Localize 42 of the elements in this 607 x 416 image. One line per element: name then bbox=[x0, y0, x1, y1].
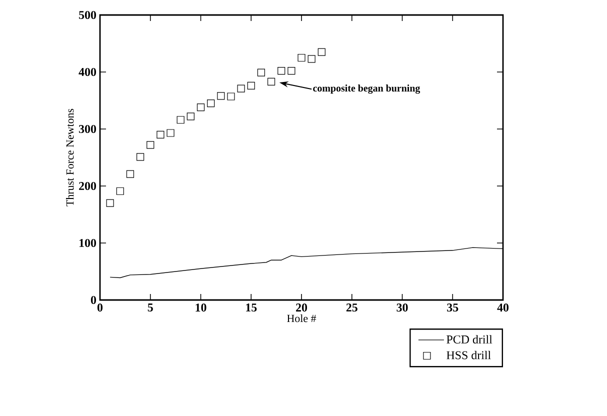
x-tick-label: 30 bbox=[396, 304, 408, 312]
point bbox=[257, 68, 266, 76]
y-tick-label: 400 bbox=[78, 68, 96, 76]
point bbox=[166, 129, 174, 137]
x-tick-label: 15 bbox=[246, 304, 257, 312]
point bbox=[267, 78, 276, 86]
point bbox=[156, 130, 164, 138]
point bbox=[237, 84, 245, 92]
x-tick-label: 20 bbox=[296, 304, 308, 312]
point bbox=[136, 153, 144, 161]
x-tick-label: 5 bbox=[148, 304, 153, 312]
point bbox=[176, 116, 184, 124]
y-tick-label: 100 bbox=[80, 238, 96, 248]
point bbox=[106, 199, 114, 207]
x-axis-title: Hole # bbox=[287, 314, 316, 322]
point bbox=[217, 92, 225, 100]
x-tick-label: 25 bbox=[346, 304, 358, 312]
point bbox=[116, 187, 124, 195]
x-tick-label: 10 bbox=[196, 304, 206, 312]
point bbox=[146, 141, 154, 149]
y-tick-label: 0 bbox=[90, 296, 96, 304]
point bbox=[298, 54, 306, 62]
y-tick-label: 300 bbox=[79, 124, 96, 134]
point bbox=[247, 82, 255, 90]
point bbox=[196, 104, 205, 112]
legend-label: HSS drill bbox=[446, 350, 491, 360]
y-axis-title: Thrust Force Newtons bbox=[66, 108, 74, 206]
point bbox=[227, 92, 235, 100]
point bbox=[278, 67, 286, 75]
x-tick-label: 35 bbox=[447, 304, 458, 312]
point bbox=[288, 67, 296, 75]
point bbox=[186, 112, 194, 120]
x-tick-label: 0 bbox=[97, 304, 103, 312]
y-tick-label: 500 bbox=[79, 10, 96, 20]
point bbox=[207, 100, 215, 108]
legend-label: PCD drill bbox=[446, 335, 492, 344]
point bbox=[318, 48, 326, 56]
y-tick-label: 200 bbox=[79, 182, 96, 190]
annotation: composite began burning bbox=[313, 84, 420, 94]
x-tick-label: 40 bbox=[497, 304, 509, 312]
point bbox=[308, 55, 316, 63]
point bbox=[126, 170, 134, 178]
